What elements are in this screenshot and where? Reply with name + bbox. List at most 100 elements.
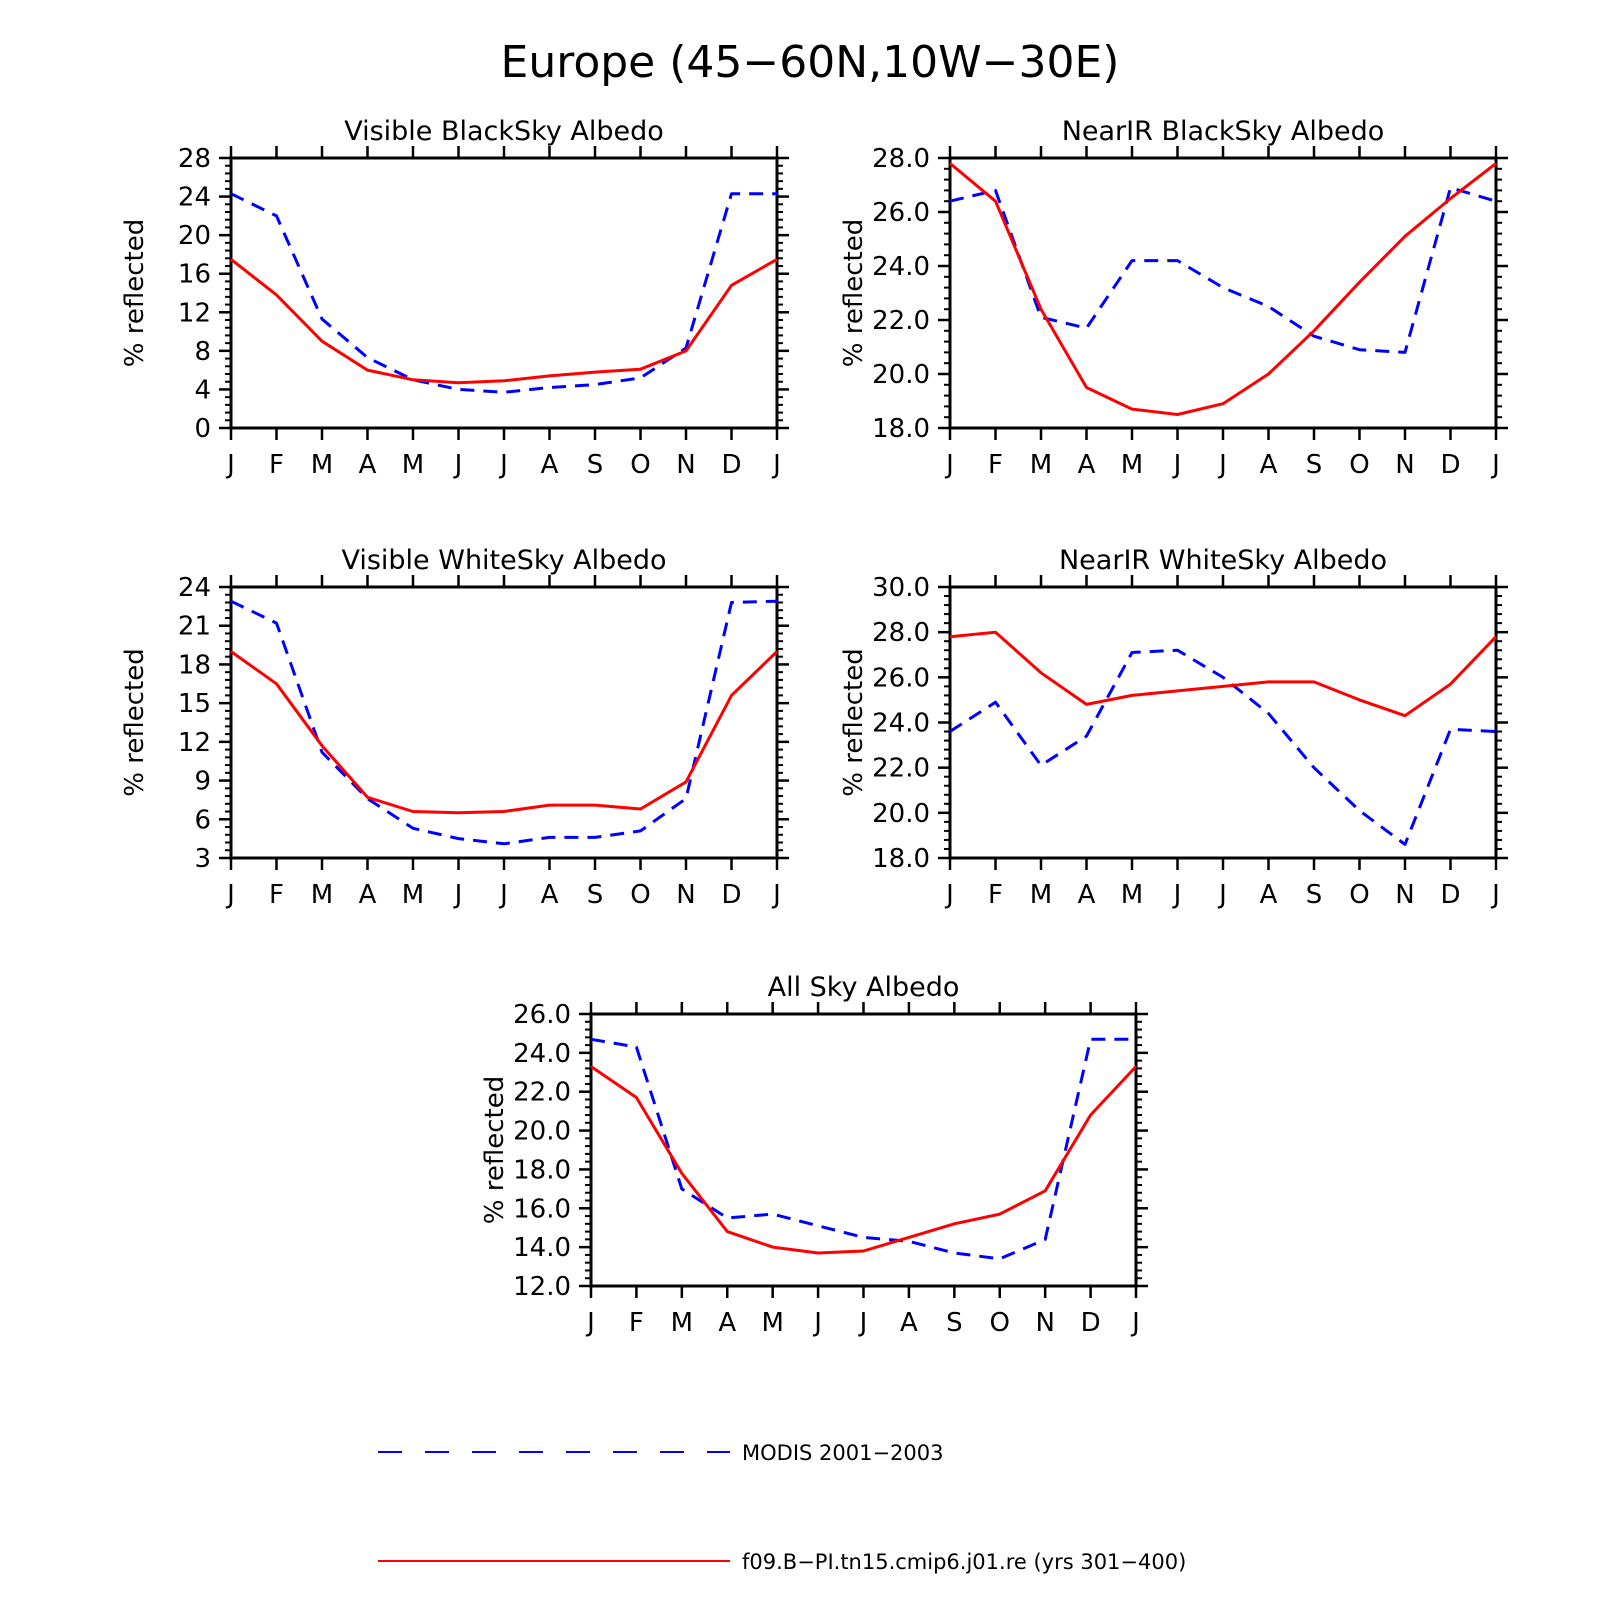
y-tick-label: 15 [178, 689, 211, 719]
x-tick-label: S [946, 1308, 963, 1338]
y-tick-label: 4 [194, 375, 211, 405]
panel-title: NearIR WhiteSky Albedo [1059, 545, 1387, 576]
legend-label-model: f09.B−PI.tn15.cmip6.j01.re (yrs 301−400) [742, 1550, 1186, 1574]
chart-panel-nir_white: J F M A M J J A S O N D J18.020.022.024.026.028.030.… [839, 545, 1508, 910]
x-tick-label: S [1306, 450, 1323, 480]
y-tick-label: 18 [178, 650, 211, 680]
series-line-model [230, 650, 779, 815]
x-tick-label: D [1081, 1308, 1101, 1338]
series-line-modis [230, 192, 777, 394]
chart-panel-all_sky: J F M A M J J A S O N D J12.014.016.018.020.022.024.… [480, 972, 1148, 1338]
x-tick-label: M [1121, 880, 1143, 910]
x-tick-label: D [721, 450, 741, 480]
x-tick-label: J [1172, 880, 1182, 910]
x-tick-label: N [1395, 450, 1414, 480]
x-tick-label: J [771, 450, 781, 480]
x-tick-label: A [1078, 880, 1096, 910]
x-tick-label: D [1440, 450, 1460, 480]
x-tick-label: N [1395, 880, 1414, 910]
x-tick-label: N [1035, 1308, 1054, 1338]
panel-title: NearIR BlackSky Albedo [1062, 116, 1385, 147]
y-tick-label: 26.0 [872, 663, 930, 693]
y-tick-label: 24 [178, 183, 211, 213]
y-tick-label: 9 [194, 767, 211, 797]
series-line-modis [230, 599, 778, 846]
x-tick-label: F [629, 1308, 644, 1338]
y-tick-label: 30.0 [872, 573, 930, 603]
plot-frame [229, 156, 779, 430]
y-axis-label: % reflected [839, 648, 869, 796]
x-tick-label: A [541, 450, 559, 480]
x-tick-label: J [1217, 880, 1227, 910]
y-axis-label: % reflected [480, 1076, 510, 1224]
x-tick-label: D [721, 880, 741, 910]
y-tick-label: 26.0 [513, 1000, 571, 1030]
x-tick-label: N [676, 450, 695, 480]
y-tick-label: 16 [178, 260, 211, 290]
series-line-model [949, 162, 1497, 416]
y-axis-label: % reflected [839, 219, 869, 367]
x-tick-label: F [988, 880, 1003, 910]
x-tick-label: J [498, 880, 508, 910]
x-tick-label: J [858, 1308, 868, 1338]
y-tick-label: 20 [178, 221, 211, 251]
series-line-model [230, 257, 778, 385]
y-tick-label: 8 [194, 337, 211, 367]
x-tick-label: O [1349, 450, 1369, 480]
y-tick-label: 12 [178, 298, 211, 328]
x-tick-label: J [944, 450, 954, 480]
x-tick-label: J [1490, 880, 1500, 910]
x-tick-label: J [1172, 450, 1182, 480]
x-tick-label: F [988, 450, 1003, 480]
x-tick-label: M [1121, 450, 1143, 480]
x-tick-label: J [585, 1308, 595, 1338]
y-tick-label: 24.0 [872, 252, 930, 282]
x-tick-label: M [402, 450, 424, 480]
legend: MODIS 2001−2003 f09.B−PI.tn15.cmip6.j01.… [378, 1441, 1186, 1574]
y-tick-label: 3 [194, 844, 211, 874]
x-tick-label: A [359, 880, 377, 910]
y-tick-label: 20.0 [513, 1117, 571, 1147]
x-tick-label: M [1030, 450, 1052, 480]
x-tick-label: A [900, 1308, 918, 1338]
y-tick-label: 20.0 [872, 799, 930, 829]
legend-label-modis: MODIS 2001−2003 [742, 1441, 944, 1465]
x-tick-label: O [990, 1308, 1010, 1338]
x-tick-label: O [630, 880, 650, 910]
x-tick-label: F [269, 450, 284, 480]
x-tick-label: A [1260, 880, 1278, 910]
x-tick-label: S [1306, 880, 1323, 910]
x-tick-label: S [587, 450, 604, 480]
plot-frame [589, 1012, 1138, 1288]
x-tick-label: M [1030, 880, 1052, 910]
x-tick-label: J [453, 880, 463, 910]
x-tick-label: A [718, 1308, 736, 1338]
panel-title: Visible WhiteSky Albedo [341, 545, 666, 576]
y-axis-label: % reflected [120, 219, 150, 367]
x-tick-label: M [311, 450, 333, 480]
x-tick-label: J [771, 880, 781, 910]
panel-title: Visible BlackSky Albedo [344, 116, 664, 147]
x-tick-label: F [269, 880, 284, 910]
x-tick-label: O [1349, 880, 1369, 910]
x-tick-label: M [402, 880, 424, 910]
x-tick-label: J [944, 880, 954, 910]
x-tick-label: A [1260, 450, 1278, 480]
y-tick-label: 18.0 [872, 414, 930, 444]
y-tick-label: 12.0 [513, 1272, 571, 1302]
y-tick-label: 16.0 [513, 1194, 571, 1224]
y-tick-label: 20.0 [872, 360, 930, 390]
x-tick-label: D [1440, 880, 1460, 910]
figure-title: Europe (45−60N,10W−30E) [501, 37, 1120, 88]
y-tick-label: 12 [178, 728, 211, 758]
y-tick-label: 24 [178, 573, 211, 603]
plot-frame [229, 585, 779, 860]
y-tick-label: 0 [194, 414, 211, 444]
x-tick-label: A [541, 880, 559, 910]
y-tick-label: 22.0 [872, 754, 930, 784]
series-line-modis [949, 648, 1497, 846]
y-tick-label: 24.0 [872, 709, 930, 739]
